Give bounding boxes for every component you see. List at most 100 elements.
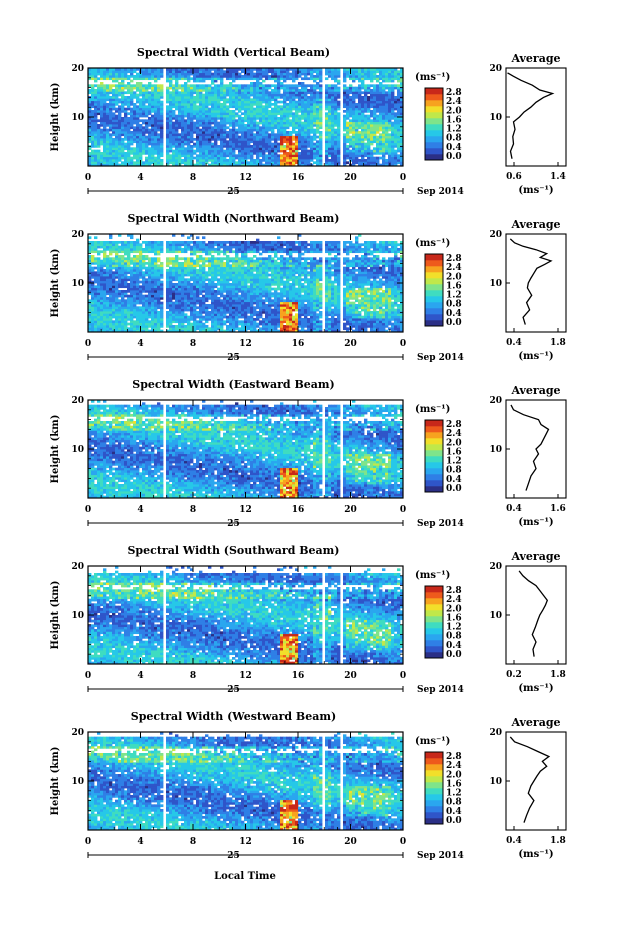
heatmap-cell	[184, 140, 187, 143]
heatmap-cell	[184, 73, 187, 76]
heatmap-cell	[376, 87, 379, 90]
heatmap-cell	[115, 311, 118, 314]
heatmap-cell	[118, 136, 121, 139]
heatmap-cell	[124, 311, 127, 314]
heatmap-cell	[121, 77, 124, 80]
heatmap-cell	[175, 152, 178, 155]
heatmap-cell	[274, 87, 277, 90]
heatmap-cell	[301, 161, 304, 164]
heatmap-cell	[130, 318, 133, 321]
heatmap-cell	[97, 311, 100, 314]
heatmap-cell	[229, 87, 232, 90]
heatmap-cell	[268, 84, 271, 87]
heatmap-cell	[151, 306, 154, 309]
heatmap-cell	[127, 257, 130, 260]
heatmap-cell	[121, 292, 124, 295]
heatmap-cell	[358, 94, 361, 97]
heatmap-cell	[361, 129, 364, 132]
heatmap-cell	[136, 87, 139, 90]
heatmap-cell	[148, 309, 151, 312]
heatmap-cell	[91, 243, 94, 246]
heatmap-cell	[361, 117, 364, 120]
heatmap-cell	[223, 119, 226, 122]
heatmap-cell	[97, 112, 100, 115]
heatmap-cell	[379, 91, 382, 94]
heatmap-cell	[355, 70, 358, 73]
heatmap-cell	[373, 129, 376, 132]
heatmap-cell	[274, 105, 277, 108]
heatmap-cell	[157, 119, 160, 122]
heatmap-cell	[118, 89, 121, 92]
heatmap-cell	[223, 101, 226, 104]
heatmap-cell	[379, 89, 382, 92]
heatmap-cell	[115, 133, 118, 136]
heatmap-cell	[106, 304, 109, 307]
heatmap-cell	[229, 159, 232, 162]
heatmap-cell	[298, 152, 301, 155]
heatmap-cell	[151, 108, 154, 111]
heatmap-cell	[100, 122, 103, 125]
heatmap-cell	[139, 264, 142, 267]
heatmap-cell	[145, 152, 148, 155]
heatmap-cell	[364, 145, 367, 148]
heatmap-cell	[100, 299, 103, 302]
heatmap-cell	[280, 124, 283, 127]
heatmap-cell	[346, 112, 349, 115]
heatmap-cell	[289, 96, 292, 99]
heatmap-cell	[298, 108, 301, 111]
heatmap-cell	[283, 108, 286, 111]
heatmap-cell	[211, 159, 214, 162]
heatmap-cell	[148, 274, 151, 277]
heatmap-cell	[352, 110, 355, 113]
heatmap-cell	[334, 73, 337, 76]
heatmap-cell	[352, 96, 355, 99]
heatmap-cell	[370, 126, 373, 129]
heatmap-cell	[127, 311, 130, 314]
heatmap-cell	[160, 241, 163, 244]
heatmap-cell	[343, 138, 346, 141]
heatmap-cell	[103, 313, 106, 316]
heatmap-cell	[94, 313, 97, 316]
heatmap-cell	[352, 145, 355, 148]
heatmap-cell	[124, 122, 127, 125]
heatmap-cell	[253, 145, 256, 148]
heatmap-cell	[316, 115, 319, 118]
heatmap-cell	[118, 255, 121, 258]
heatmap-cell	[280, 70, 283, 73]
heatmap-cell	[115, 140, 118, 143]
heatmap-cell	[343, 119, 346, 122]
heatmap-cell	[139, 260, 142, 263]
heatmap-cell	[265, 133, 268, 136]
heatmap-cell	[331, 108, 334, 111]
heatmap-cell	[244, 140, 247, 143]
heatmap-cell	[385, 152, 388, 155]
heatmap-cell	[229, 129, 232, 132]
heatmap-cell	[196, 124, 199, 127]
heatmap-cell	[367, 152, 370, 155]
heatmap-cell	[145, 271, 148, 274]
heatmap-cell	[139, 91, 142, 94]
heatmap-cell	[385, 101, 388, 104]
heatmap-cell	[130, 94, 133, 97]
heatmap-cell	[370, 96, 373, 99]
heatmap-cell	[154, 267, 157, 270]
heatmap-cell	[106, 276, 109, 279]
heatmap-cell	[289, 152, 292, 155]
heatmap-cell	[169, 94, 172, 97]
heatmap-cell	[154, 136, 157, 139]
heatmap-cell	[181, 91, 184, 94]
heatmap-cell	[196, 77, 199, 80]
heatmap-cell	[358, 115, 361, 118]
heatmap-cell	[223, 94, 226, 97]
heatmap-cell	[106, 299, 109, 302]
heatmap-cell	[370, 70, 373, 73]
heatmap-cell	[352, 105, 355, 108]
heatmap-cell	[130, 299, 133, 302]
heatmap-cell	[256, 101, 259, 104]
heatmap-cell	[205, 75, 208, 78]
heatmap-cell	[151, 281, 154, 284]
heatmap-cell	[346, 96, 349, 99]
heatmap-cell	[175, 105, 178, 108]
heatmap-cell	[109, 246, 112, 249]
heatmap-cell	[106, 87, 109, 90]
